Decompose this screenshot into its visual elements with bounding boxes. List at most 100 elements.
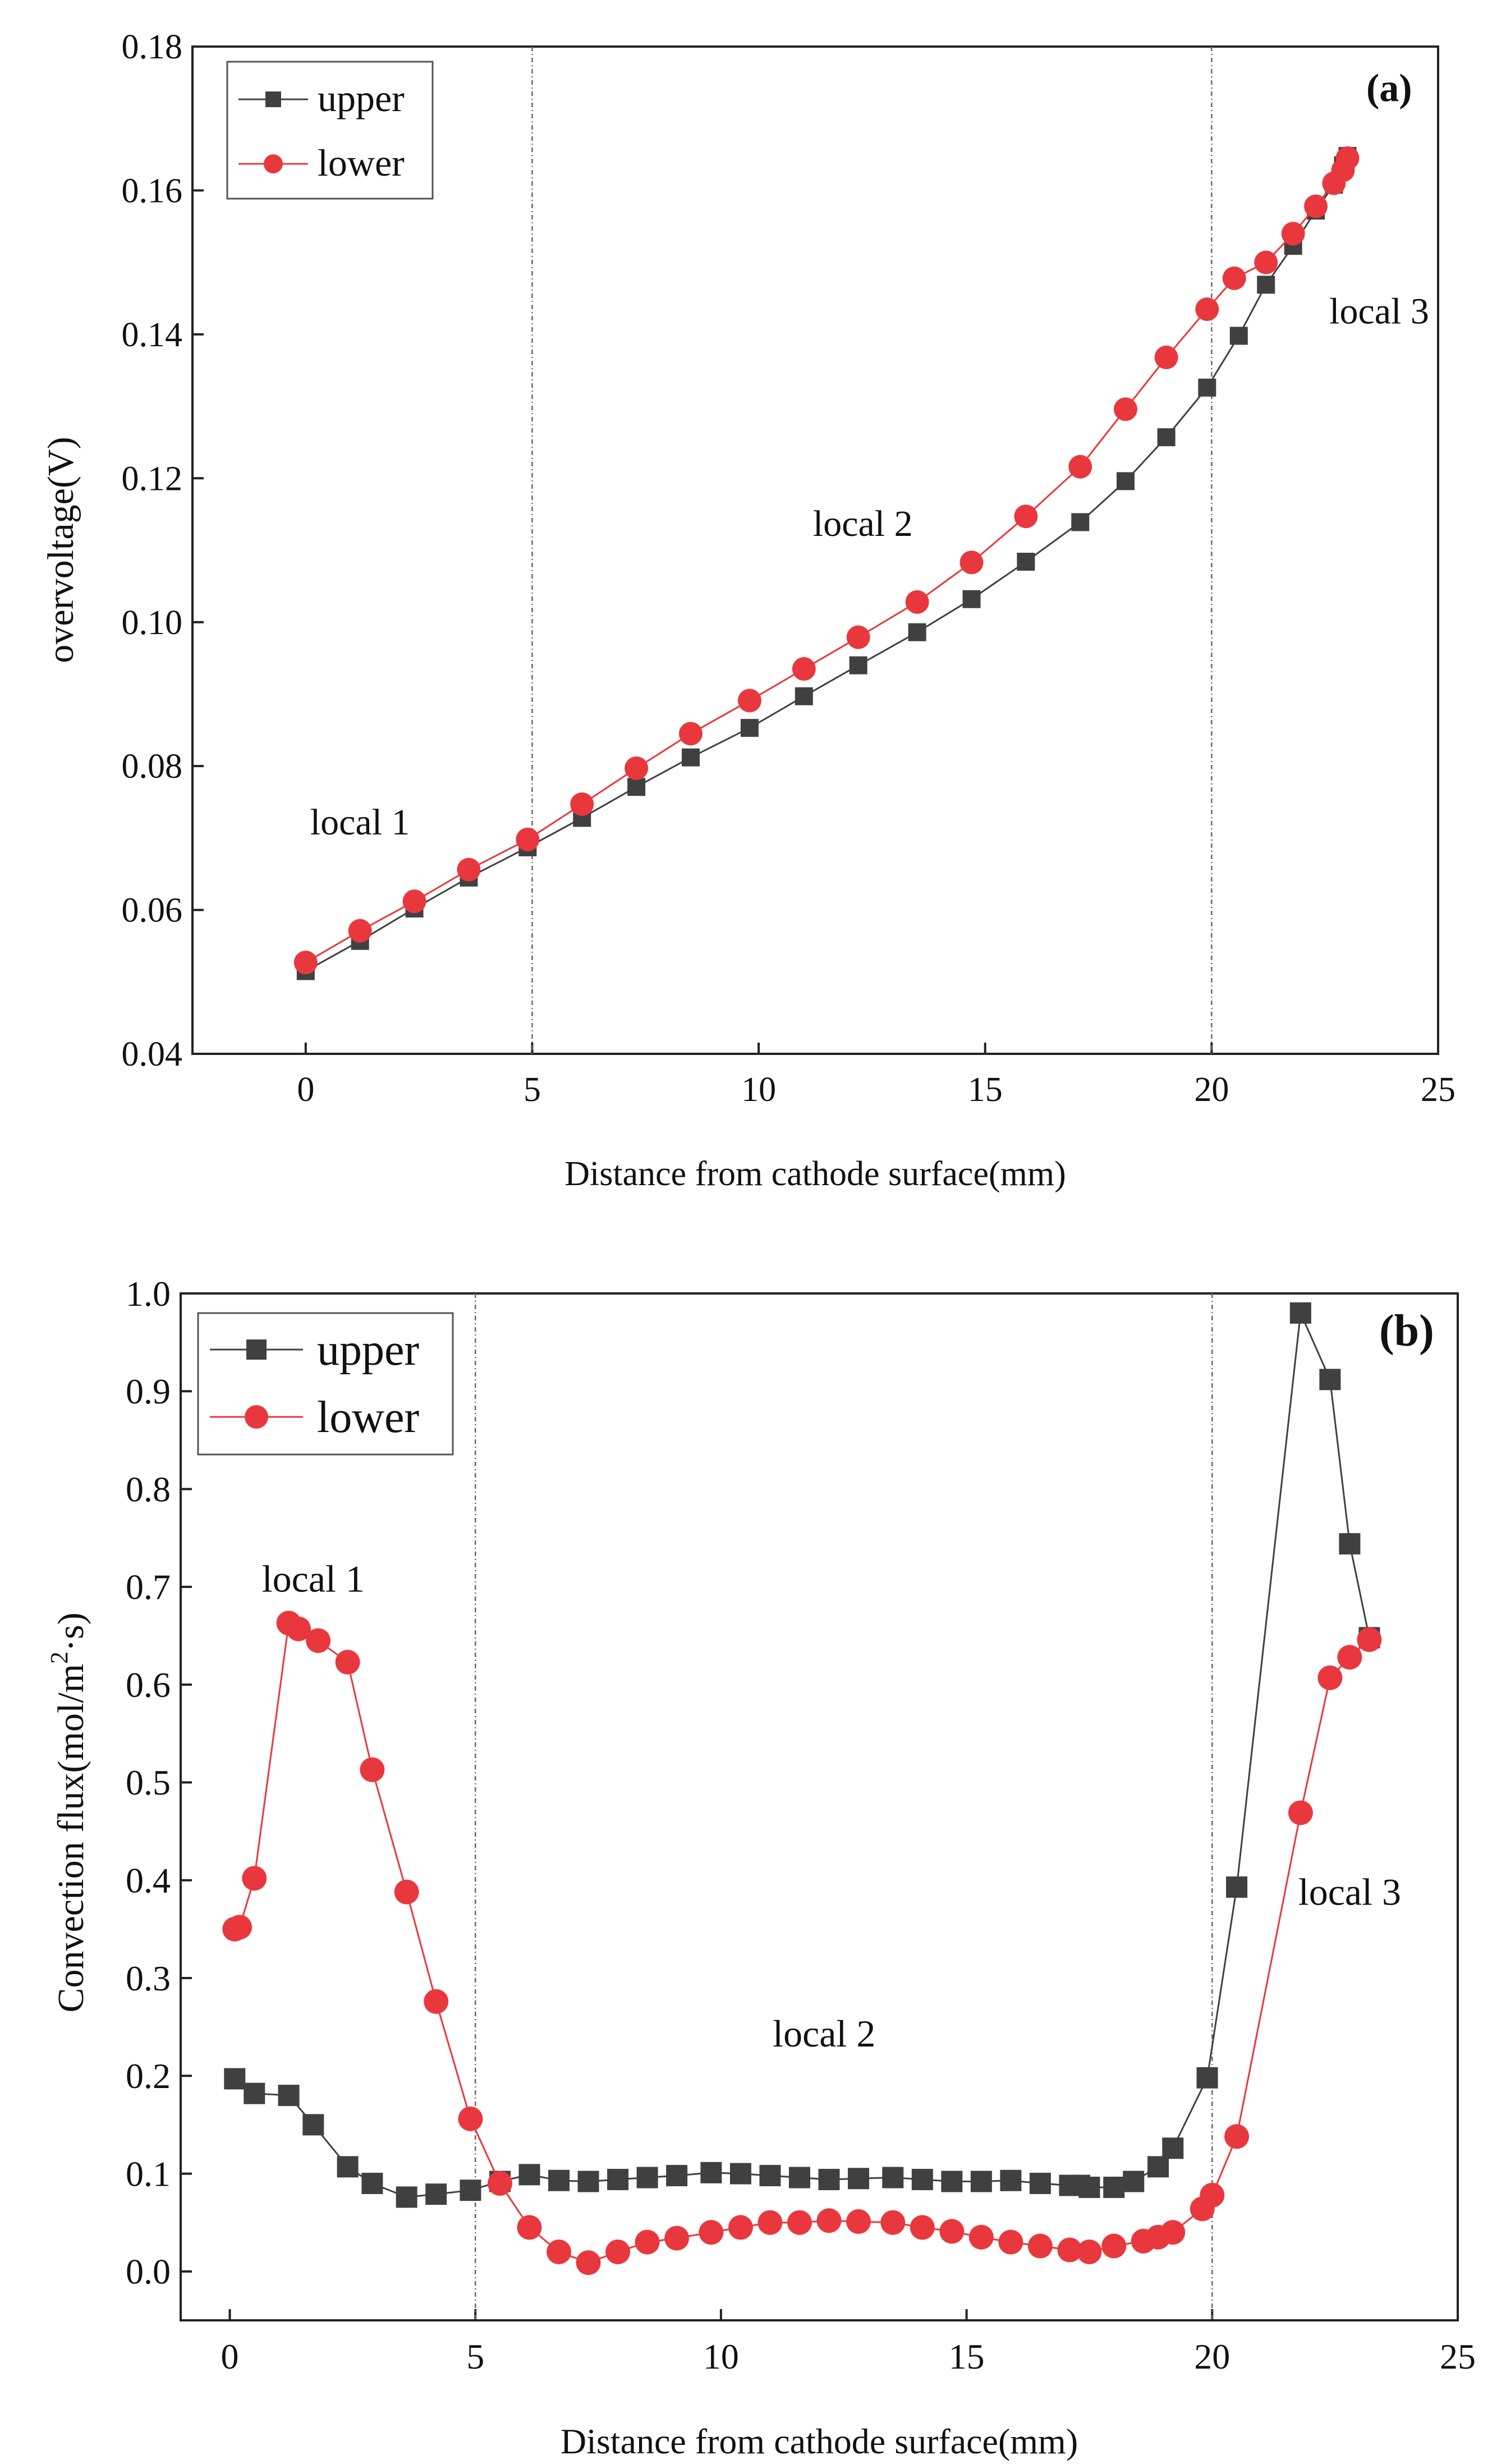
data-point-upper (1198, 378, 1216, 397)
data-point-lower (1027, 2233, 1053, 2259)
y-tick-label: 0.5 (126, 1763, 171, 1802)
data-point-upper (962, 590, 981, 608)
data-point-upper (518, 2164, 540, 2186)
data-point-lower (488, 2171, 512, 2196)
data-point-lower (242, 1866, 267, 1891)
data-point-lower (1281, 222, 1305, 246)
legend-box (197, 1312, 454, 1456)
data-point-lower (816, 2208, 842, 2233)
data-point-lower (880, 2210, 906, 2235)
data-point-lower (516, 827, 540, 851)
data-point-lower (1288, 1800, 1313, 1825)
data-point-lower (757, 2210, 783, 2235)
data-point-upper (849, 656, 867, 674)
y-gridless-ticks: 0.04 0.06 0.08 0.10 0.12 0.14 0.16 0.18 (122, 28, 204, 1073)
data-point-lower (1154, 345, 1178, 369)
data-point-upper (700, 2162, 722, 2183)
data-point-upper (848, 2168, 870, 2190)
data-point-upper (1078, 2176, 1100, 2198)
data-point-upper (1226, 1876, 1248, 1898)
data-point-upper (1339, 1533, 1361, 1555)
data-point-lower (1224, 2124, 1250, 2149)
data-point-lower (348, 919, 372, 943)
data-point-upper (1000, 2169, 1022, 2191)
data-point-lower (1304, 194, 1328, 218)
y-tick-label: 1.0 (126, 1274, 171, 1314)
legend-label-lower: lower (318, 141, 405, 184)
data-point-lower (1337, 1645, 1362, 1670)
data-point-lower (1113, 397, 1137, 421)
y-tick-label: 0.0 (126, 2252, 171, 2292)
data-point-upper (278, 2085, 300, 2107)
data-point-lower (286, 1616, 311, 1641)
series-upper (224, 1302, 1380, 2208)
data-point-upper (788, 2167, 810, 2188)
panel-label-a: (a) (1366, 67, 1412, 110)
panel-label-b: (b) (1379, 1306, 1434, 1356)
y-tick-label: 0.04 (122, 1035, 183, 1073)
data-point-upper (1157, 428, 1176, 447)
data-point-upper (636, 2167, 658, 2188)
data-point-lower (360, 1757, 385, 1782)
data-point-lower (293, 951, 318, 975)
y-tick-label: 0.18 (122, 28, 183, 66)
guide-lines (474, 1293, 1213, 2320)
x-tick-label: 10 (703, 2337, 739, 2376)
x-axis-label-b: Distance from cathode surface(mm) (561, 2421, 1078, 2461)
data-point-lower (679, 722, 703, 746)
data-point-upper (302, 2114, 324, 2136)
data-point-upper (1319, 1369, 1341, 1391)
data-point-lower (1254, 250, 1278, 274)
x-tick-label: 5 (524, 1071, 541, 1109)
x-tick-label: 5 (466, 2337, 484, 2376)
data-point-upper (1257, 276, 1275, 294)
data-point-lower (846, 2209, 871, 2234)
y-tick-label: 0.7 (126, 1567, 171, 1607)
data-point-lower (998, 2229, 1023, 2255)
x-axis-label-a: Distance from cathode surface(mm) (564, 1155, 1066, 1193)
data-point-upper (1017, 553, 1035, 571)
data-point-upper (1196, 2067, 1218, 2089)
data-point-lower (517, 2215, 542, 2240)
data-point-lower (458, 2106, 483, 2131)
data-point-upper (970, 2171, 992, 2192)
data-point-lower (792, 657, 816, 681)
region-annotation: local 2 (773, 2012, 875, 2055)
legend-marker-lower (245, 1405, 268, 1429)
data-point-lower (1101, 2233, 1127, 2259)
data-point-upper (224, 2068, 246, 2090)
data-point-upper (627, 778, 646, 796)
y-axis-label-tail: ·s) (50, 1612, 91, 1651)
data-point-upper (1103, 2176, 1125, 2198)
y-tick-label: 0.08 (122, 747, 183, 786)
data-point-lower (664, 2226, 690, 2251)
y-tick-label: 0.14 (122, 316, 183, 354)
data-point-lower (968, 2224, 994, 2250)
y-tick-label: 0.12 (122, 460, 183, 498)
y-tick-label: 0.8 (126, 1469, 171, 1509)
data-point-lower (635, 2229, 660, 2255)
data-point-lower (424, 1989, 449, 2014)
data-point-lower (576, 2250, 601, 2275)
y-tick-label: 0.16 (122, 172, 183, 210)
legend-label-upper: upper (318, 77, 405, 120)
y-tick-label: 0.10 (122, 604, 183, 642)
data-point-upper (1071, 513, 1090, 531)
data-point-upper (1229, 327, 1248, 345)
data-point-lower (939, 2219, 965, 2244)
chart-panel-a: 0.04 0.06 0.08 0.10 0.12 0.14 0.16 0.18 0 5 10 15 2… (40, 28, 1456, 1193)
data-point-upper (425, 2183, 447, 2205)
data-point-upper (1029, 2173, 1051, 2194)
data-point-lower (402, 889, 426, 914)
data-point-upper (682, 748, 700, 767)
data-point-lower (1200, 2182, 1225, 2208)
data-point-upper (460, 2179, 481, 2201)
data-point-upper (911, 2169, 933, 2191)
data-point-lower (457, 857, 481, 882)
data-point-lower (910, 2215, 935, 2240)
data-point-lower (1077, 2240, 1102, 2264)
x-tick-label: 20 (1194, 2337, 1230, 2376)
chart-panel-b: 0.0 0.1 0.2 0.3 0.4 0.5 0.6 0.7 0.8 0.9 1.0 0 5 10 15… (45, 1274, 1476, 2461)
legend-label-lower: lower (317, 1393, 419, 1442)
legend-box (226, 61, 434, 200)
